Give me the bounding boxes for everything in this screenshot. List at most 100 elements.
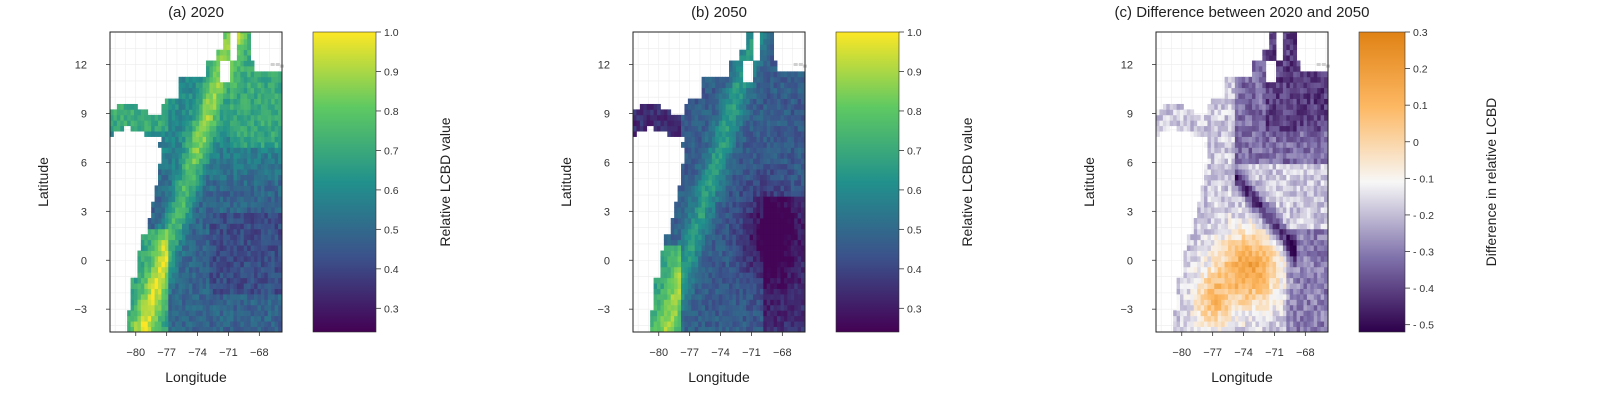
raster-cell bbox=[271, 169, 276, 175]
raster-cell bbox=[274, 114, 279, 121]
raster-cell bbox=[1204, 114, 1208, 121]
raster-cell bbox=[715, 234, 720, 241]
raster-cell bbox=[677, 114, 682, 121]
raster-cell bbox=[1258, 120, 1263, 127]
raster-cell bbox=[1190, 109, 1195, 116]
raster-cell bbox=[199, 120, 203, 127]
raster-cell bbox=[1204, 185, 1208, 192]
raster-cell bbox=[233, 152, 238, 159]
raster-cell bbox=[691, 283, 696, 289]
raster-cell bbox=[677, 228, 682, 235]
raster-cell bbox=[797, 207, 802, 213]
raster-cell bbox=[794, 283, 799, 289]
raster-cell bbox=[759, 76, 764, 83]
raster-cell bbox=[1238, 87, 1243, 94]
raster-cell bbox=[264, 228, 269, 235]
raster-cell bbox=[226, 125, 231, 132]
raster-cell bbox=[271, 98, 276, 105]
raster-cell bbox=[264, 217, 269, 224]
raster-cell bbox=[674, 304, 678, 311]
raster-cell bbox=[130, 293, 135, 300]
raster-cell bbox=[681, 114, 685, 121]
raster-cell bbox=[732, 250, 737, 257]
x-tick-label: −74 bbox=[188, 347, 207, 359]
raster-cell bbox=[171, 272, 176, 279]
raster-cell bbox=[763, 49, 768, 56]
raster-cell bbox=[770, 326, 775, 332]
raster-cell bbox=[742, 272, 747, 279]
raster-cell bbox=[250, 136, 255, 143]
raster-cell bbox=[182, 310, 186, 317]
raster-cell bbox=[801, 141, 805, 148]
raster-cell bbox=[236, 212, 241, 219]
raster-cell bbox=[794, 152, 799, 159]
raster-cell bbox=[192, 131, 197, 137]
raster-cell bbox=[1207, 125, 1212, 132]
raster-cell bbox=[230, 272, 234, 279]
raster-cell bbox=[267, 272, 272, 279]
raster-cell bbox=[154, 228, 159, 235]
raster-cell bbox=[168, 239, 173, 246]
raster-cell bbox=[746, 152, 751, 159]
raster-cell bbox=[151, 321, 155, 327]
raster-cell bbox=[236, 190, 241, 197]
raster-cell bbox=[264, 76, 269, 83]
raster-cell bbox=[1221, 158, 1225, 165]
raster-cell bbox=[1200, 261, 1205, 268]
raster-cell bbox=[230, 65, 234, 72]
raster-cell bbox=[708, 196, 713, 203]
raster-cell bbox=[1217, 310, 1222, 317]
raster-cell bbox=[264, 114, 269, 121]
raster-cell bbox=[1193, 255, 1198, 262]
raster-cell bbox=[698, 125, 702, 132]
raster-cell bbox=[725, 310, 730, 317]
raster-cell bbox=[1258, 98, 1263, 105]
raster-cell bbox=[1224, 152, 1229, 159]
raster-cell bbox=[274, 217, 279, 224]
raster-cell bbox=[254, 207, 258, 213]
raster-cell bbox=[636, 125, 641, 132]
raster-cell bbox=[178, 212, 183, 219]
raster-cell bbox=[801, 136, 805, 143]
raster-cell bbox=[260, 125, 265, 132]
raster-cell bbox=[694, 277, 699, 284]
raster-cell bbox=[780, 234, 785, 241]
raster-cell bbox=[756, 196, 761, 203]
raster-cell bbox=[687, 147, 692, 154]
raster-cell bbox=[1197, 125, 1201, 132]
raster-cell bbox=[130, 321, 135, 327]
raster-cell bbox=[1224, 326, 1229, 332]
raster-cell bbox=[794, 277, 799, 284]
raster-cell bbox=[783, 283, 788, 289]
raster-cell bbox=[677, 321, 682, 327]
raster-cell bbox=[777, 87, 781, 94]
raster-cell bbox=[759, 272, 764, 279]
raster-cell bbox=[739, 87, 744, 94]
raster-cell bbox=[756, 315, 761, 322]
raster-cell bbox=[233, 304, 238, 311]
raster-cell bbox=[715, 76, 720, 83]
raster-cell bbox=[749, 169, 754, 175]
raster-cell bbox=[715, 201, 720, 208]
raster-cell bbox=[698, 234, 702, 241]
raster-cell bbox=[763, 114, 768, 121]
raster-cell bbox=[1176, 288, 1181, 295]
raster-cell bbox=[278, 179, 282, 186]
raster-cell bbox=[742, 114, 747, 121]
raster-cell bbox=[773, 245, 778, 251]
raster-cell bbox=[756, 136, 761, 143]
raster-cell bbox=[687, 103, 692, 110]
raster-cell bbox=[271, 250, 276, 257]
raster-cell bbox=[223, 120, 228, 127]
raster-cell bbox=[219, 169, 224, 175]
raster-cell bbox=[790, 261, 795, 268]
raster-cell bbox=[759, 277, 764, 284]
raster-cell bbox=[1204, 212, 1208, 219]
raster-cell bbox=[223, 114, 228, 121]
raster-cell bbox=[670, 293, 675, 300]
raster-cell bbox=[708, 250, 713, 257]
raster-cell bbox=[773, 321, 778, 327]
raster-cell bbox=[705, 217, 709, 224]
raster-cell bbox=[1204, 315, 1208, 322]
raster-cell bbox=[230, 234, 234, 241]
